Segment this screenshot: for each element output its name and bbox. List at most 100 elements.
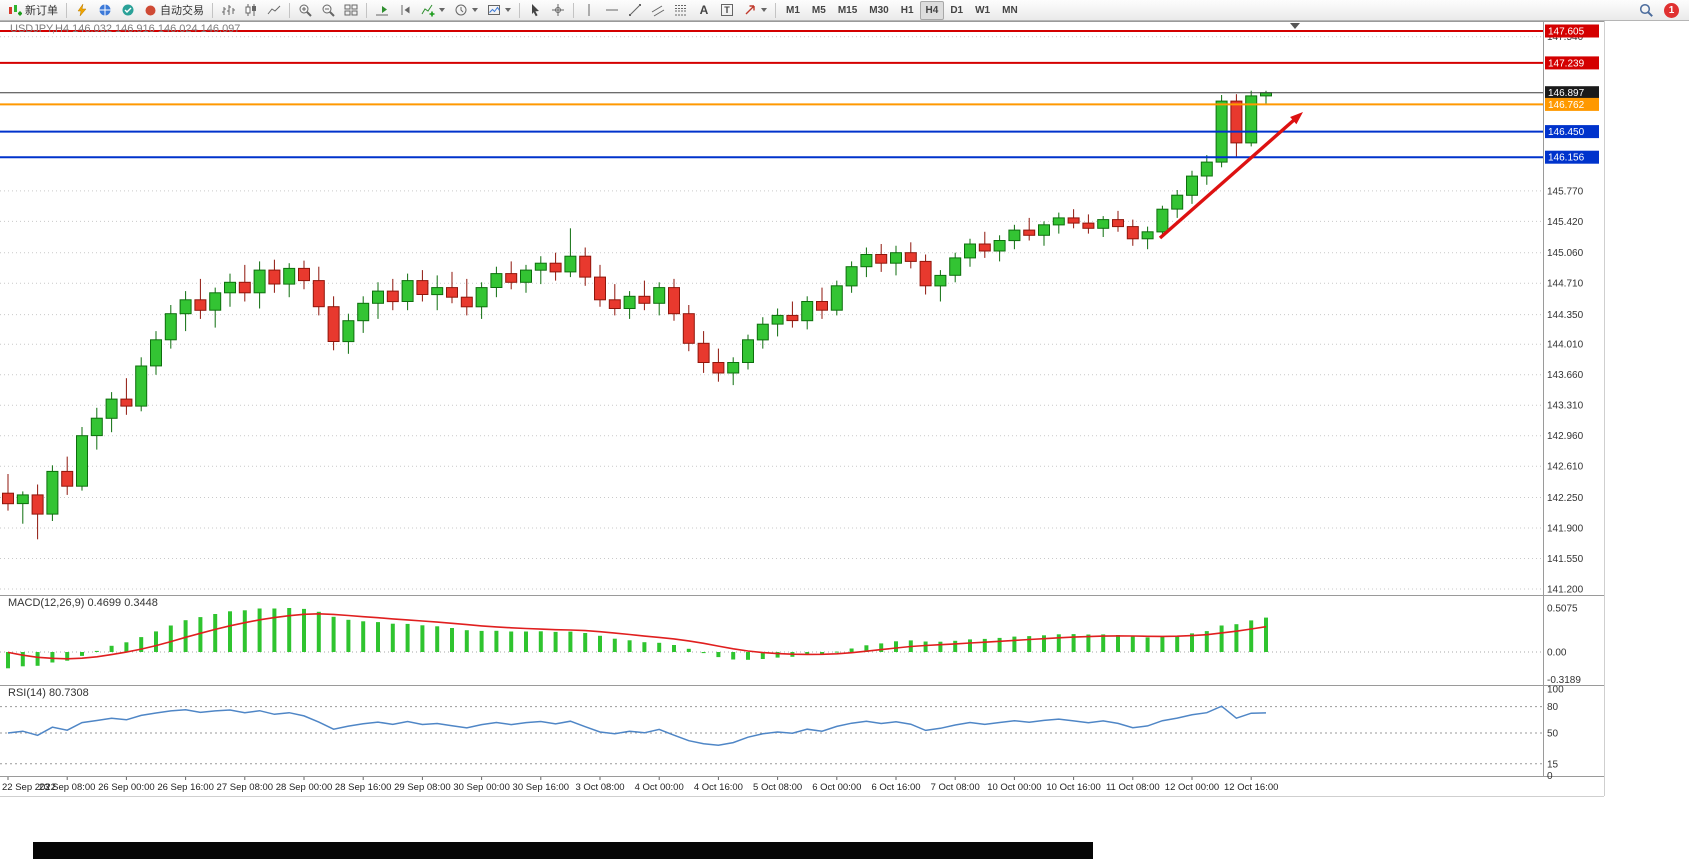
auto-trading-label: 自动交易 [160, 5, 204, 17]
svg-text:141.550: 141.550 [1547, 554, 1584, 565]
svg-text:22 Sep 2022: 22 Sep 2022 [2, 782, 56, 793]
chart-shift-button[interactable] [394, 1, 416, 20]
horizontal-line-icon [606, 9, 618, 11]
timeframe-D1[interactable]: D1 [944, 1, 969, 20]
svg-text:4 Oct 16:00: 4 Oct 16:00 [694, 782, 743, 793]
template-icon [488, 5, 500, 15]
timeframe-M30[interactable]: M30 [863, 1, 894, 20]
price-badge-146.156: 146.156 [1545, 150, 1599, 164]
new-order-button[interactable]: 新订单 [4, 1, 62, 20]
vertical-line-tool-button[interactable] [578, 1, 600, 20]
zoom-out-button[interactable] [317, 1, 339, 20]
auto-scroll-icon [376, 6, 388, 16]
svg-text:147.239: 147.239 [1548, 58, 1585, 69]
cursor-button[interactable] [524, 1, 546, 20]
svg-text:12 Oct 00:00: 12 Oct 00:00 [1165, 782, 1219, 793]
timeframe-M1[interactable]: M1 [780, 1, 806, 20]
timeframe-H1[interactable]: H1 [895, 1, 920, 20]
market-watch-button[interactable] [94, 1, 116, 20]
svg-text:144.710: 144.710 [1547, 279, 1584, 290]
svg-text:142.250: 142.250 [1547, 493, 1584, 504]
timeframe-MN[interactable]: MN [996, 1, 1024, 20]
auto-scroll-button[interactable] [371, 1, 393, 20]
price-badge-146.897: 146.897 [1545, 86, 1599, 100]
timeframe-M15[interactable]: M15 [832, 1, 863, 20]
tile-windows-button[interactable] [340, 1, 362, 20]
price-grid [0, 36, 1543, 590]
trend-arrow-annotation[interactable] [1158, 112, 1303, 240]
candlestick-icon [245, 4, 256, 16]
data-window-button[interactable] [117, 1, 139, 20]
low-value: 146.024 [157, 23, 198, 35]
quotes-button[interactable] [71, 1, 93, 20]
indicators-button[interactable] [417, 1, 449, 20]
channel-icon [651, 5, 665, 17]
price-badge-147.605: 147.605 [1545, 24, 1599, 38]
auto-trading-button[interactable]: 自动交易 [140, 1, 208, 20]
svg-text:80: 80 [1547, 702, 1559, 713]
horizontal-line-tool-button[interactable] [601, 1, 623, 20]
arrows-tool-button[interactable] [739, 1, 771, 20]
crosshair-icon [552, 4, 564, 16]
svg-text:30 Sep 00:00: 30 Sep 00:00 [453, 782, 510, 793]
tile-windows-icon [344, 4, 358, 16]
svg-text:29 Sep 08:00: 29 Sep 08:00 [394, 782, 451, 793]
svg-text:144.010: 144.010 [1547, 340, 1584, 351]
toolbar-separator [212, 2, 213, 18]
candlestick-chart-button[interactable] [240, 1, 262, 20]
channel-tool-button[interactable] [647, 1, 669, 20]
toolbar-separator [66, 2, 67, 18]
svg-text:50: 50 [1547, 729, 1559, 740]
price-scale[interactable]: 147.540 145.770 145.420 145.060 144.710 144.3… [1547, 32, 1584, 782]
svg-text:147.605: 147.605 [1548, 27, 1585, 38]
svg-text:7 Oct 08:00: 7 Oct 08:00 [931, 782, 980, 793]
svg-text:141.900: 141.900 [1547, 524, 1584, 535]
svg-text:11 Oct 08:00: 11 Oct 08:00 [1106, 782, 1160, 793]
svg-text:12 Oct 16:00: 12 Oct 16:00 [1224, 782, 1278, 793]
ohlc-bars-button[interactable] [217, 1, 239, 20]
zoom-in-button[interactable] [294, 1, 316, 20]
search-icon [1639, 3, 1653, 17]
svg-text:5 Oct 08:00: 5 Oct 08:00 [753, 782, 802, 793]
svg-text:28 Sep 00:00: 28 Sep 00:00 [276, 782, 333, 793]
periods-button[interactable] [450, 1, 482, 20]
chart-shift-marker[interactable] [1290, 23, 1300, 29]
trendline-tool-button[interactable] [624, 1, 646, 20]
svg-text:0: 0 [1547, 771, 1553, 782]
svg-text:143.310: 143.310 [1547, 401, 1584, 412]
toolbar-right-group: 1 [1635, 1, 1685, 20]
svg-text:0.00: 0.00 [1547, 648, 1567, 659]
text-a-icon: A [699, 3, 709, 17]
timeframe-group: M1 M5 M15 M30 H1 H4 D1 W1 MN [780, 0, 1024, 20]
globe-icon [99, 4, 111, 16]
toolbar-separator [573, 2, 574, 18]
new-order-icon [9, 4, 22, 15]
templates-button[interactable] [483, 1, 515, 20]
price-badge-147.239: 147.239 [1545, 56, 1599, 70]
svg-text:147.540: 147.540 [1547, 32, 1584, 43]
svg-text:27 Sep 08:00: 27 Sep 08:00 [217, 782, 274, 793]
svg-text:10 Oct 00:00: 10 Oct 00:00 [987, 782, 1041, 793]
svg-text:26 Sep 16:00: 26 Sep 16:00 [157, 782, 214, 793]
rsi-levels [0, 706, 1543, 765]
close-value: 146.097 [200, 23, 241, 35]
line-chart-button[interactable] [263, 1, 285, 20]
toolbar-separator [775, 2, 776, 18]
zoom-in-icon [299, 4, 312, 17]
rsi-line [7, 705, 1267, 746]
chevron-down-icon [439, 8, 445, 12]
text-label-tool-button[interactable]: T [716, 1, 738, 20]
fibonacci-tool-button[interactable] [670, 1, 692, 20]
timeframe-M5[interactable]: M5 [806, 1, 832, 20]
search-button[interactable] [1635, 1, 1658, 20]
crosshair-button[interactable] [547, 1, 569, 20]
notification-badge[interactable]: 1 [1664, 2, 1679, 18]
trendline-icon [629, 4, 641, 16]
text-tool-button[interactable]: A [693, 1, 715, 20]
svg-text:145.420: 145.420 [1547, 217, 1584, 228]
timeframe-W1[interactable]: W1 [969, 1, 996, 20]
svg-text:-0.3189: -0.3189 [1547, 675, 1581, 686]
timeframe-H4[interactable]: H4 [919, 0, 945, 20]
